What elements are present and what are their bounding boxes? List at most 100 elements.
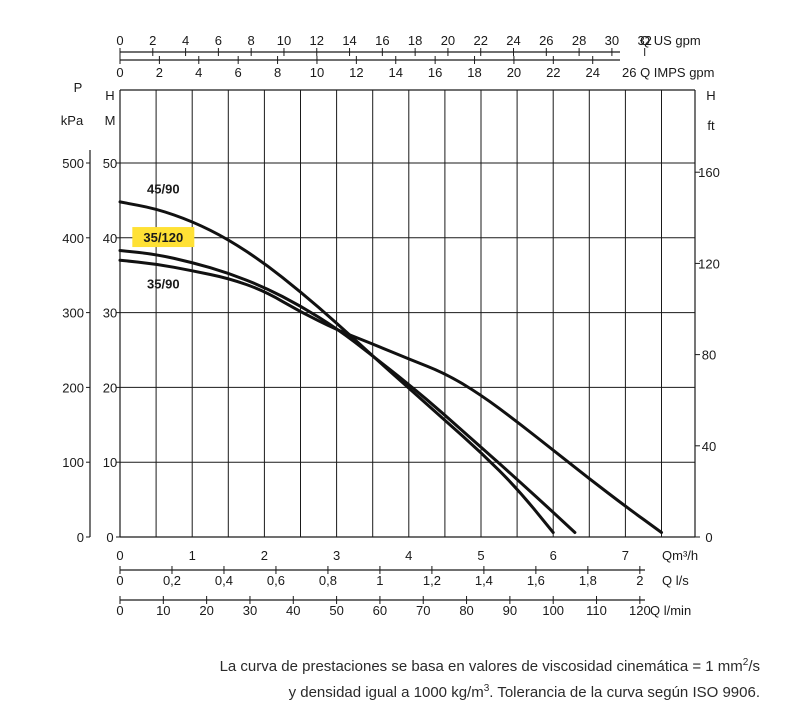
- pressure-tick-label: 400: [62, 231, 84, 246]
- pressure-tick-label: 100: [62, 455, 84, 470]
- flow-ls-tick-label: 2: [636, 573, 643, 588]
- flow-lmin-tick-label: 120: [629, 603, 651, 618]
- flow-usgpm-tick-label: 10: [277, 33, 291, 48]
- flow-m3h-tick-label: 5: [477, 548, 484, 563]
- flow-ls-axis-unit: Q l/s: [662, 573, 689, 588]
- flow-lmin-tick-label: 20: [199, 603, 213, 618]
- head-ft-tick-label: 160: [698, 165, 720, 180]
- flow-m3h-tick-label: 0: [116, 548, 123, 563]
- flow-m3h-tick-label: 4: [405, 548, 412, 563]
- head-m-axis-unit-top: H: [105, 88, 114, 103]
- series-label-35-90: 35/90: [147, 276, 180, 291]
- flow-usgpm-tick-label: 0: [116, 33, 123, 48]
- flow-ls-tick-label: 1,4: [475, 573, 493, 588]
- flow-ls-tick-label: 0: [116, 573, 123, 588]
- curve-35-120: [118, 249, 577, 534]
- flow-usgpm-tick-label: 22: [473, 33, 487, 48]
- flow-m3h-tick-label: 6: [550, 548, 557, 563]
- flow-ls-tick-label: 1,6: [527, 573, 545, 588]
- flow-ls-tick-label: 0,8: [319, 573, 337, 588]
- flow-impsgpm-tick-label: 24: [585, 65, 599, 80]
- head-ft-tick-label: 40: [702, 439, 716, 454]
- flow-impsgpm-tick-label: 16: [428, 65, 442, 80]
- flow-usgpm-tick-label: 12: [310, 33, 324, 48]
- flow-impsgpm-tick-label: 18: [467, 65, 481, 80]
- flow-ls-tick-label: 1: [376, 573, 383, 588]
- flow-ls-tick-label: 0,4: [215, 573, 233, 588]
- flow-m3h-tick-label: 2: [261, 548, 268, 563]
- flow-usgpm-tick-label: 4: [182, 33, 189, 48]
- flow-ls-tick-label: 1,8: [579, 573, 597, 588]
- head-m-tick-label: 30: [103, 306, 117, 321]
- head-m-tick-label: 20: [103, 380, 117, 395]
- head-ft-axis-unit-top: H: [706, 88, 715, 103]
- head-m-tick-label: 40: [103, 231, 117, 246]
- head-ft-tick-label: 0: [705, 530, 712, 545]
- flow-usgpm-tick-label: 24: [506, 33, 520, 48]
- flow-impsgpm-tick-label: 2: [156, 65, 163, 80]
- axes: 01020304050HM0100200300400500PkPa0408012…: [61, 33, 720, 618]
- flow-impsgpm-tick-label: 10: [310, 65, 324, 80]
- series-label-highlight: [132, 227, 195, 248]
- flow-lmin-tick-label: 90: [503, 603, 517, 618]
- flow-impsgpm-tick-label: 20: [507, 65, 521, 80]
- flow-lmin-tick-label: 80: [459, 603, 473, 618]
- series-curves: [118, 200, 663, 534]
- flow-impsgpm-tick-label: 14: [389, 65, 403, 80]
- head-ft-tick-label: 120: [698, 256, 720, 271]
- pressure-axis-unit: kPa: [61, 113, 84, 128]
- flow-usgpm-tick-label: 6: [215, 33, 222, 48]
- flow-lmin-tick-label: 70: [416, 603, 430, 618]
- curve-35-90: [118, 258, 663, 534]
- flow-lmin-tick-label: 0: [116, 603, 123, 618]
- flow-impsgpm-tick-label: 12: [349, 65, 363, 80]
- flow-impsgpm-tick-label: 6: [235, 65, 242, 80]
- grid-lines: [120, 90, 695, 537]
- flow-lmin-tick-label: 110: [586, 603, 607, 618]
- flow-lmin-tick-label: 10: [156, 603, 170, 618]
- head-m-tick-label: 50: [103, 156, 117, 171]
- flow-lmin-axis-unit: Q l/min: [650, 603, 691, 618]
- flow-usgpm-axis-unit: Q US gpm: [640, 33, 701, 48]
- footnote-line-1: La curva de prestaciones se basa en valo…: [219, 657, 760, 675]
- flow-usgpm-tick-label: 30: [605, 33, 619, 48]
- flow-ls-tick-label: 0,6: [267, 573, 285, 588]
- flow-m3h-axis-unit: Qm³/h: [662, 548, 698, 563]
- flow-m3h-tick-label: 7: [622, 548, 629, 563]
- flow-lmin-tick-label: 60: [373, 603, 387, 618]
- flow-ls-tick-label: 0,2: [163, 573, 181, 588]
- pressure-tick-label: 500: [62, 156, 84, 171]
- flow-usgpm-tick-label: 18: [408, 33, 422, 48]
- pressure-tick-label: 300: [62, 306, 84, 321]
- flow-usgpm-tick-label: 8: [248, 33, 255, 48]
- flow-lmin-tick-label: 30: [243, 603, 257, 618]
- flow-usgpm-tick-label: 16: [375, 33, 389, 48]
- flow-ls-tick-label: 1,2: [423, 573, 441, 588]
- footnote-line-2: y densidad igual a 1000 kg/m3. Toleranci…: [288, 683, 760, 701]
- flow-usgpm-tick-label: 2: [149, 33, 156, 48]
- footnote: La curva de prestaciones se basa en valo…: [120, 652, 760, 704]
- pressure-tick-label: 0: [77, 530, 84, 545]
- series-label-45-90: 45/90: [147, 181, 180, 196]
- flow-m3h-tick-label: 3: [333, 548, 340, 563]
- flow-usgpm-tick-label: 32: [637, 33, 651, 48]
- flow-impsgpm-tick-label: 22: [546, 65, 560, 80]
- series-label-35-120: 35/120: [143, 230, 183, 245]
- series-labels: 45/90 35/120 35/90: [132, 181, 195, 291]
- pressure-tick-label: 200: [62, 380, 84, 395]
- head-m-tick-label: 0: [106, 530, 113, 545]
- flow-usgpm-tick-label: 28: [572, 33, 586, 48]
- flow-lmin-tick-label: 100: [542, 603, 564, 618]
- flow-impsgpm-axis-unit: 26 Q IMPS gpm: [622, 65, 714, 80]
- flow-usgpm-tick-label: 14: [342, 33, 356, 48]
- flow-lmin-tick-label: 40: [286, 603, 300, 618]
- flow-impsgpm-tick-label: 8: [274, 65, 281, 80]
- flow-usgpm-tick-label: 26: [539, 33, 553, 48]
- head-m-tick-label: 10: [103, 455, 117, 470]
- flow-impsgpm-tick-label: 0: [116, 65, 123, 80]
- flow-lmin-tick-label: 50: [329, 603, 343, 618]
- pump-performance-chart: 01020304050HM0100200300400500PkPa0408012…: [61, 33, 720, 618]
- pressure-axis-unit-top: P: [74, 80, 83, 95]
- head-m-axis-unit: M: [105, 113, 116, 128]
- flow-m3h-tick-label: 1: [189, 548, 196, 563]
